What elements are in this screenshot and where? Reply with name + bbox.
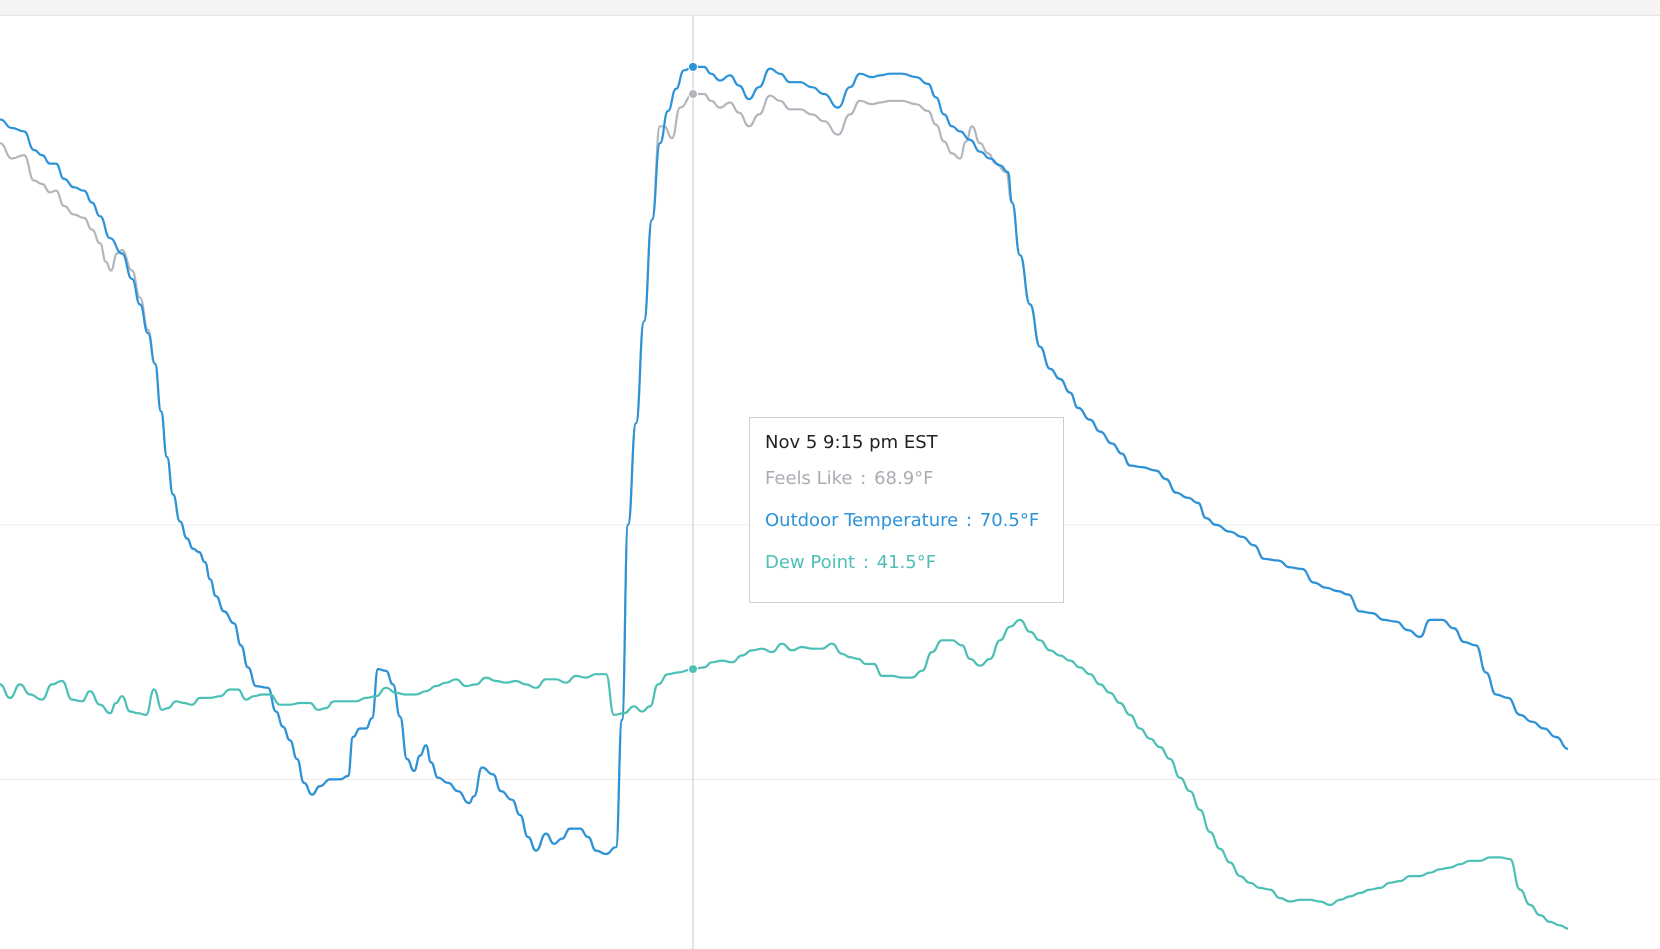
chart-top-band	[0, 0, 1660, 16]
tooltip-separator: :	[860, 468, 867, 489]
tooltip-value: 70.5°F	[979, 510, 1040, 531]
tooltip-separator: :	[965, 510, 973, 531]
series-line-outdoor-temperature	[0, 65, 1569, 856]
series-lines	[0, 65, 1569, 930]
tooltip-row-outdoor-temperature: Outdoor Temperature : 70.5°F	[765, 510, 1048, 552]
hover-marker-dew-point	[688, 664, 698, 675]
hover-marker-outdoor-temperature	[688, 61, 698, 72]
temperature-line-chart[interactable]	[0, 16, 1660, 949]
tooltip-label: Dew Point	[765, 552, 856, 573]
tooltip-label: Outdoor Temperature	[765, 510, 959, 531]
series-line-dew-point	[0, 618, 1569, 930]
tooltip-row-feels-like: Feels Like : 68.9°F	[765, 468, 1048, 510]
tooltip-row-dew-point: Dew Point : 41.5°F	[765, 552, 1048, 594]
hover-tooltip: Nov 5 9:15 pm EST Feels Like : 68.9°F Ou…	[749, 417, 1064, 603]
tooltip-value: 41.5°F	[876, 552, 937, 573]
hover-markers	[688, 61, 698, 675]
hover-marker-feels-like	[688, 89, 698, 100]
tooltip-separator: :	[862, 552, 869, 573]
tooltip-label: Feels Like	[765, 468, 853, 489]
tooltip-value: 68.9°F	[874, 468, 934, 489]
tooltip-title: Nov 5 9:15 pm EST	[765, 432, 938, 453]
